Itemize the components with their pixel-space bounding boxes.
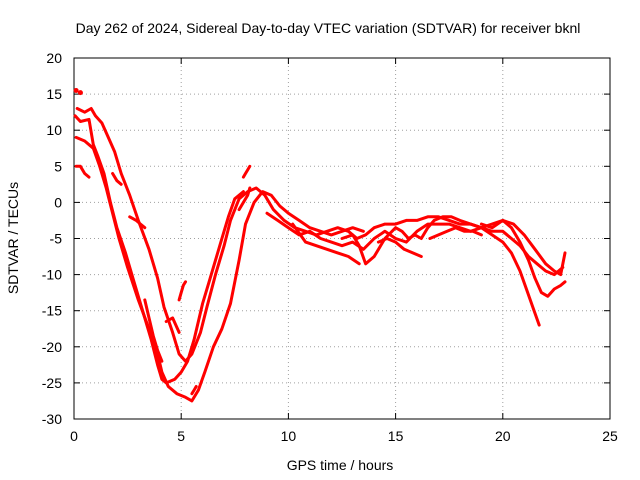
y-tick-label: -5 [50,231,63,247]
data-point-1 [73,87,79,93]
data-point-2 [77,90,83,96]
series-pass-14 [164,316,181,334]
series-pass-13 [143,298,164,363]
y-axis-label: SDTVAR / TECUs [5,182,21,294]
series-pass-17 [237,186,252,212]
x-axis-label: GPS time / hours [287,457,394,473]
series-pass-16 [190,385,198,396]
series-pass-4 [265,211,567,298]
x-tick-label: 20 [495,428,511,444]
x-tick-label: 10 [281,428,297,444]
series-pass-2 [74,135,365,403]
x-tick-label: 5 [177,428,185,444]
x-tick-label: 25 [602,428,618,444]
y-tick-label: 0 [54,194,62,210]
y-tick-label: 5 [54,158,62,174]
y-tick-label: -30 [42,411,62,427]
y-tick-label: -20 [42,339,62,355]
y-tick-label: -25 [42,375,62,391]
series-pass-6 [479,218,567,277]
series-pass-7 [291,222,361,266]
series-pass-9 [428,226,483,240]
axis-ticks: -30 -25 -20 -15 -10 -5 0 5 10 15 20 0 5 10 15 20 25 [42,50,618,444]
y-tick-label: 15 [46,86,62,102]
series-pass-1 [73,114,245,385]
series-pass-5 [340,215,541,327]
data-series [73,107,567,403]
series-pass-10 [74,164,91,179]
series-pass-18 [241,164,252,179]
data-points [73,87,83,96]
y-tick-label: -15 [42,303,62,319]
y-tick-label: 20 [46,50,62,66]
y-tick-label: 10 [46,122,62,138]
series-pass-12 [128,215,147,230]
series-pass-15 [177,280,187,302]
y-tick-label: -10 [42,267,62,283]
series-pass-8 [376,237,423,258]
chart-title: Day 262 of 2024, Sidereal Day-to-day VTE… [76,20,581,36]
series-pass-11 [111,172,123,186]
x-tick-label: 0 [70,428,78,444]
x-tick-label: 15 [388,428,404,444]
